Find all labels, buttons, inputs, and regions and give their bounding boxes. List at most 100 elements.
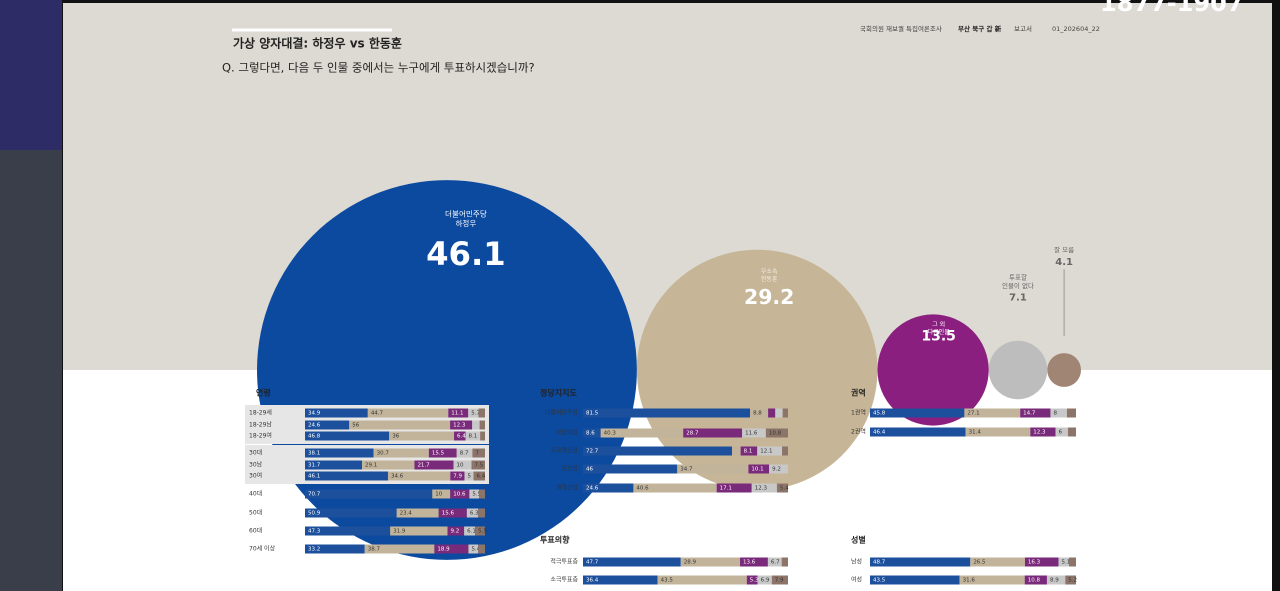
bar-segment [465, 431, 481, 441]
bar-segment [473, 471, 485, 481]
value-label: 7.1 [1009, 292, 1027, 303]
bar-segment [1065, 575, 1076, 585]
row-label: 18-29여 [249, 432, 272, 440]
bar-segment [469, 489, 480, 499]
segment-label: 43.5 [873, 578, 886, 584]
row-label: 30남 [249, 461, 263, 469]
bar-segment [1020, 408, 1051, 418]
bar-segment [305, 544, 365, 554]
bar-segment [683, 428, 743, 438]
bar-segment [432, 489, 451, 499]
bar-segment [305, 508, 397, 518]
segment-label: 38.1 [308, 451, 320, 457]
side-panel [0, 0, 62, 150]
segment-label: 31.6 [963, 578, 976, 584]
bar-segment [970, 557, 1025, 567]
segment-label: 14.7 [1023, 411, 1036, 417]
bar-segment [1068, 557, 1076, 567]
bar-segment [775, 408, 783, 418]
source-type: 보고서 [1014, 24, 1032, 33]
segment-label: 6.4 [476, 474, 485, 480]
segment-label: 45.8 [873, 411, 886, 417]
segment-label: 7.9 [775, 578, 784, 584]
bar-segment [742, 428, 766, 438]
segment-label: 7.9 [453, 474, 462, 480]
segment-label: 44.7 [371, 411, 384, 417]
segment-label: 10.6 [453, 492, 466, 498]
segment-label: 6.4 [457, 434, 466, 440]
row-label: 여성 [851, 576, 862, 584]
bar-segment [757, 446, 783, 456]
segment-label: 15.5 [432, 451, 445, 457]
segment-label: 8.7 [460, 451, 469, 457]
bar-segment [362, 460, 415, 470]
segment-label: 34.7 [680, 467, 693, 473]
value-label: 4.1 [1055, 257, 1073, 268]
value-label: 46.1 [426, 235, 506, 273]
bar-segment [751, 483, 777, 493]
bar-segment [583, 575, 658, 585]
bar-segment [464, 471, 474, 481]
segment-label: 5.7 [471, 411, 480, 417]
side-panel [0, 150, 62, 591]
bar-segment [1050, 408, 1067, 418]
bar-segment [456, 448, 473, 458]
bar-segment [454, 431, 466, 441]
bar-segment [468, 544, 479, 554]
bar-segment [583, 483, 634, 493]
bar-segment [750, 408, 769, 418]
segment-label: 29.1 [365, 463, 377, 469]
panel-title: 연령 [256, 388, 271, 398]
bar-segment [1066, 408, 1076, 418]
bar-segment [583, 464, 678, 474]
chart-title: 가상 양자대결: 하정우 vs 한동훈 [233, 36, 402, 51]
bar-segment [390, 526, 448, 536]
bar-segment [964, 408, 1021, 418]
bar-segment [732, 446, 741, 456]
source-region: 부산 북구 갑 新 [958, 24, 1002, 33]
row-label: 70세 이상 [249, 545, 276, 553]
segment-label: 6.9 [761, 578, 770, 584]
bar-segment [680, 557, 741, 567]
bubble [1047, 353, 1082, 387]
bar-segment [450, 471, 465, 481]
segment-label: 72.7 [586, 449, 599, 455]
bar-segment [1067, 427, 1076, 437]
bar-segment [767, 557, 782, 567]
segment-label: 30.7 [377, 451, 390, 457]
bar-segment [1046, 575, 1066, 585]
bar-segment [450, 489, 470, 499]
value-label: 29.2 [744, 285, 794, 309]
segment-label: 34.6 [391, 474, 404, 480]
segment-label: 8.1 [469, 434, 478, 440]
question: Q. 그렇다면, 다음 두 인물 중에서는 누구에게 투표하시겠습니까? [222, 61, 535, 75]
bar-segment [1030, 427, 1056, 437]
segment-label: 12.3 [453, 423, 466, 429]
segment-label: 6.3 [470, 511, 479, 517]
bar-segment [1024, 575, 1047, 585]
segment-label: 13.6 [743, 560, 756, 566]
segment-label: 8.8 [753, 411, 762, 417]
segment-label: 18.9 [437, 547, 450, 553]
bar-segment [349, 420, 451, 430]
bubble [877, 314, 989, 426]
segment-label: 10.8 [1028, 578, 1041, 584]
segment-label: 11.6 [745, 431, 758, 437]
bar-segment [870, 408, 965, 418]
bar-segment [765, 428, 788, 438]
segment-label: 5.3 [750, 578, 759, 584]
segment-label: 40.3 [604, 431, 617, 437]
bar-segment [464, 526, 476, 536]
segment-label: 15.6 [442, 511, 455, 517]
bar-segment [373, 448, 429, 458]
segment-label: 5.2 [1068, 578, 1077, 584]
segment-label: 43.5 [661, 578, 674, 584]
row-label: 더불어민주당 [545, 409, 579, 417]
segment-label: 7 [475, 451, 479, 457]
segment-label: 27.1 [967, 411, 979, 417]
segment-label: 12.3 [1033, 430, 1046, 436]
segment-label: 28.9 [684, 560, 697, 566]
segment-label: 5 [467, 474, 471, 480]
bar-segment [583, 446, 733, 456]
